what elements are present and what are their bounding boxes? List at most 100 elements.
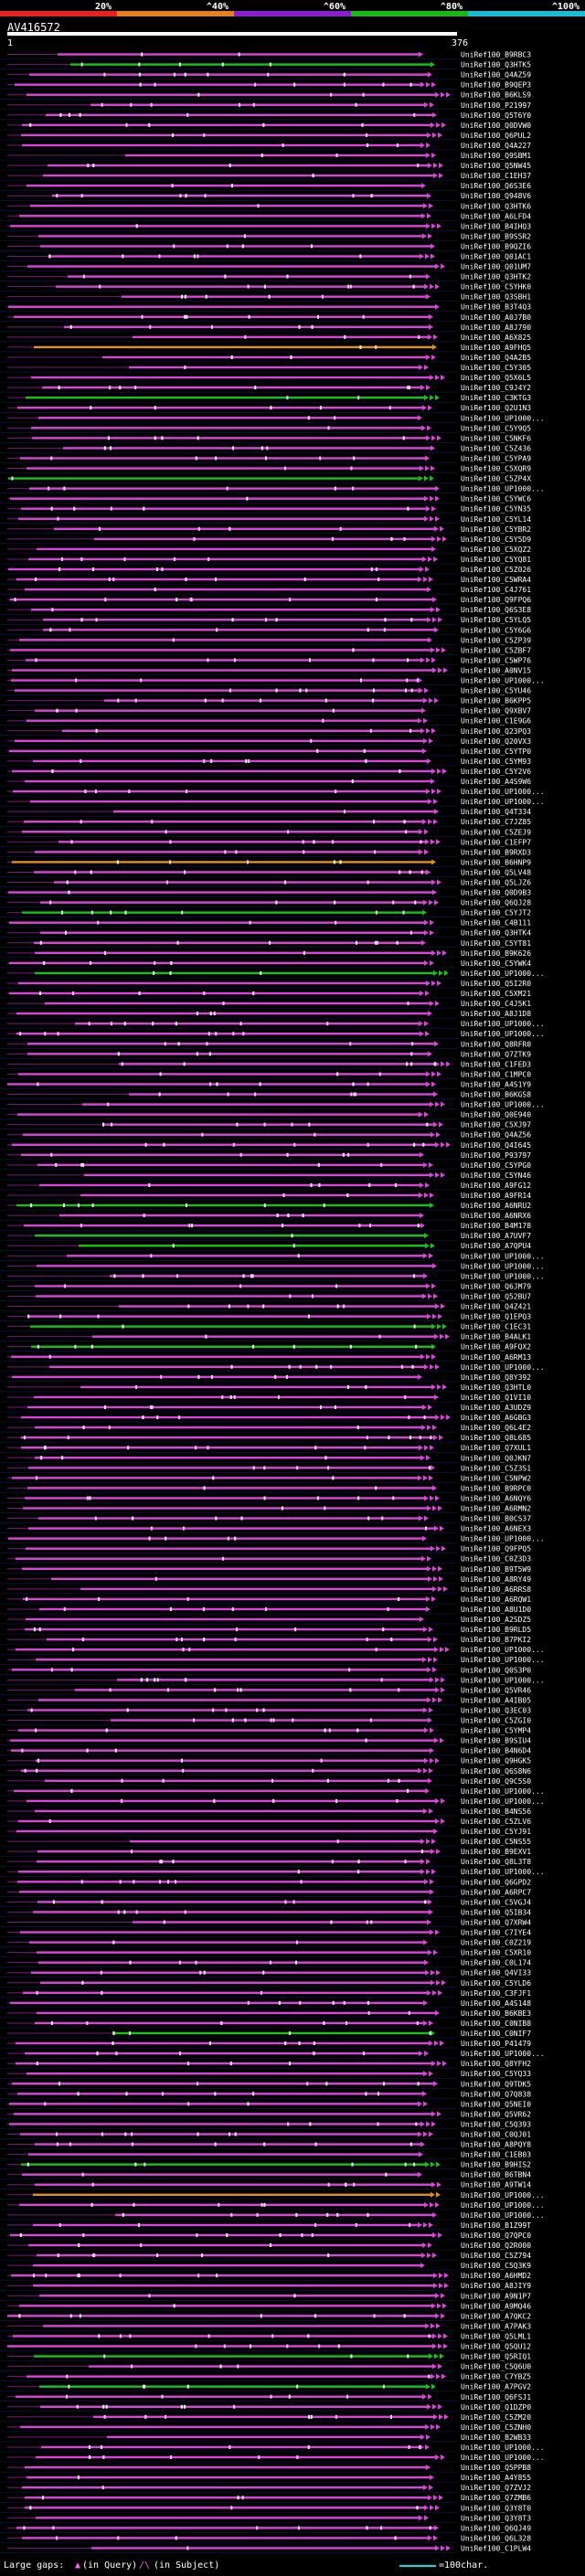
hit-name[interactable]: UniRef100_A6RRS8 [461,1585,531,1594]
hit-name[interactable]: UniRef100_C5VGJ4 [461,1898,531,1906]
hit-row[interactable]: UniRef100_UP1000... [7,1868,545,1876]
hit-row[interactable]: UniRef100_Q9SBM1 [7,152,531,160]
hit-name[interactable]: UniRef100_Q3HTK4 [461,929,531,938]
hit-name[interactable]: UniRef100_C5XQZ2 [461,546,531,554]
hit-name[interactable]: UniRef100_Q5LV48 [461,868,531,876]
hit-row[interactable]: UniRef100_C5YMP4 [7,1727,531,1735]
hit-row[interactable]: UniRef100_C7IYE4 [7,1929,531,1937]
hit-name[interactable]: UniRef100_C5ZNH0 [461,2423,531,2432]
hit-name[interactable]: UniRef100_C5Q3K9 [461,2262,531,2270]
hit-name[interactable]: UniRef100_A6HMD2 [461,2272,531,2280]
hit-name[interactable]: UniRef100_B3T4Q3 [461,303,531,312]
hit-row[interactable]: UniRef100_A6RPC7 [7,1888,531,1896]
hit-name[interactable]: UniRef100_A6NQY6 [461,1494,531,1502]
hit-row[interactable]: UniRef100_A7PGV2 [7,2383,531,2391]
hit-name[interactable]: UniRef100_C5ZLV6 [461,1818,531,1826]
hit-row[interactable]: UniRef100_UP1000... [7,1797,545,1806]
hit-name[interactable]: UniRef100_A9FR14 [461,1192,531,1200]
hit-name[interactable]: UniRef100_B4M178 [461,1222,531,1230]
hit-row[interactable]: UniRef100_C1EC31 [7,1323,531,1331]
hit-name[interactable]: UniRef100_C5YL14 [461,515,531,524]
hit-name[interactable]: UniRef100_Q4A227 [461,142,531,150]
hit-row[interactable]: UniRef100_Q3HTK4 [7,929,531,938]
hit-row[interactable]: UniRef100_A9FHQ5 [7,344,531,352]
hit-row[interactable]: UniRef100_C5Y2V6 [7,768,531,776]
hit-name[interactable]: UniRef100_UP1000... [461,414,545,422]
hit-row[interactable]: UniRef100_C5Y305 [7,364,531,372]
hit-name[interactable]: UniRef100_C5NS55 [461,1838,531,1846]
hit-name[interactable]: UniRef100_B6KGS8 [461,1091,531,1099]
hit-name[interactable]: UniRef100_C5Y305 [461,364,531,372]
hit-row[interactable]: UniRef100_C1PLW4 [7,2544,531,2552]
hit-row[interactable]: UniRef100_UP1000... [7,788,545,796]
hit-row[interactable]: UniRef100_C5ZBF7 [7,646,531,654]
hit-name[interactable]: UniRef100_A9FHQ5 [461,344,531,352]
hit-row[interactable]: UniRef100_UP1000... [7,1535,545,1543]
hit-row[interactable]: UniRef100_C5Z026 [7,566,531,574]
hit-row[interactable]: UniRef100_A6NRX6 [7,1212,531,1220]
hit-name[interactable]: UniRef100_A8J1D8 [461,1010,531,1018]
hit-row[interactable]: UniRef100_C5YT81 [7,939,531,948]
hit-row[interactable]: UniRef100_Q4AZ59 [7,71,531,80]
hit-row[interactable]: UniRef100_B6TBN4 [7,2171,531,2179]
hit-row[interactable]: UniRef100_Q9FPQ6 [7,596,531,604]
hit-row[interactable]: UniRef100_B4N6D4 [7,1747,531,1755]
hit-row[interactable]: UniRef100_Q6JM79 [7,1282,531,1290]
hit-row[interactable]: UniRef100_UP1000... [7,677,545,685]
hit-name[interactable]: UniRef100_C5YMP4 [461,1727,531,1735]
hit-name[interactable]: UniRef100_A4S148 [461,1999,531,2008]
hit-row[interactable]: UniRef100_A7QKC2 [7,2312,531,2320]
hit-row[interactable]: UniRef100_Q6QJ49 [7,2524,531,2532]
hit-name[interactable]: UniRef100_A6RMN2 [461,1504,531,1512]
hit-row[interactable]: UniRef100_Q7ZTK9 [7,1050,531,1058]
hit-name[interactable]: UniRef100_UP1000... [461,677,545,685]
hit-row[interactable]: UniRef100_C0L174 [7,1959,531,1967]
hit-name[interactable]: UniRef100_A6RQW1 [461,1595,531,1604]
hit-name[interactable]: UniRef100_A9MQ46 [461,2302,531,2310]
hit-row[interactable]: UniRef100_C4J5K1 [7,1000,531,1008]
hit-name[interactable]: UniRef100_UP1000... [461,2050,545,2058]
hit-name[interactable]: UniRef100_A0NV15 [461,666,531,674]
hit-row[interactable]: UniRef100_C5YL14 [7,515,531,524]
hit-row[interactable]: UniRef100_Q0D9B3 [7,889,531,897]
hit-row[interactable]: UniRef100_C1MPC0 [7,1070,531,1078]
hit-row[interactable]: UniRef100_Q3EC03 [7,1706,531,1714]
hit-name[interactable]: UniRef100_C0Z3D3 [461,1555,531,1564]
hit-row[interactable]: UniRef100_B4NS56 [7,1807,531,1816]
hit-row[interactable]: UniRef100_B9K626 [7,949,531,958]
hit-row[interactable]: UniRef100_Q7XUL1 [7,1444,531,1452]
hit-name[interactable]: UniRef100_Q5T6Y0 [461,111,531,120]
hit-name[interactable]: UniRef100_A9FG12 [461,1182,531,1190]
hit-name[interactable]: UniRef100_C5Y6G6 [461,626,531,634]
hit-name[interactable]: UniRef100_B9SIU4 [461,1737,531,1745]
hit-name[interactable]: UniRef100_B9S5R2 [461,232,531,240]
hit-row[interactable]: UniRef100_Q20VX3 [7,737,531,746]
hit-row[interactable]: UniRef100_B7PKI2 [7,1636,531,1644]
hit-name[interactable]: UniRef100_Q5NW45 [461,162,531,170]
hit-name[interactable]: UniRef100_Q9FPQ5 [461,1545,531,1553]
hit-name[interactable]: UniRef100_C5ZBF7 [461,646,531,654]
hit-name[interactable]: UniRef100_A6RM13 [461,1353,531,1362]
hit-name[interactable]: UniRef100_C5YTP0 [461,747,531,756]
hit-name[interactable]: UniRef100_C5YQ33 [461,2070,531,2078]
hit-name[interactable]: UniRef100_A8PQY8 [461,2141,531,2149]
hit-row[interactable]: UniRef100_C0Z3D3 [7,1555,531,1564]
hit-name[interactable]: UniRef100_Q7Q838 [461,2090,531,2098]
hit-row[interactable]: UniRef100_Q52BU7 [7,1292,531,1300]
hit-row[interactable]: UniRef100_C1EH37 [7,172,531,180]
hit-name[interactable]: UniRef100_UP1000... [461,1787,545,1796]
hit-name[interactable]: UniRef100_A2SDZ5 [461,1616,531,1624]
hit-row[interactable]: UniRef100_B6HNP9 [7,858,531,866]
hit-row[interactable]: UniRef100_UP1000... [7,2050,545,2058]
hit-name[interactable]: UniRef100_A8J790 [461,323,531,332]
hit-row[interactable]: UniRef100_UP1000... [7,1646,545,1654]
hit-row[interactable]: UniRef100_Q3Y8T0 [7,2504,531,2512]
hit-row[interactable]: UniRef100_Q5LV48 [7,868,531,876]
hit-name[interactable]: UniRef100_A8U1D0 [461,1606,531,1614]
hit-name[interactable]: UniRef100_A8RY49 [461,1575,531,1584]
hit-row[interactable]: UniRef100_C5YHK0 [7,283,531,292]
hit-row[interactable]: UniRef100_B6KBE3 [7,2009,531,2018]
hit-row[interactable]: UniRef100_UP1000... [7,1272,545,1280]
hit-name[interactable]: UniRef100_Q4AZ59 [461,71,531,80]
hit-row[interactable]: UniRef100_A8JIY9 [7,2282,531,2290]
